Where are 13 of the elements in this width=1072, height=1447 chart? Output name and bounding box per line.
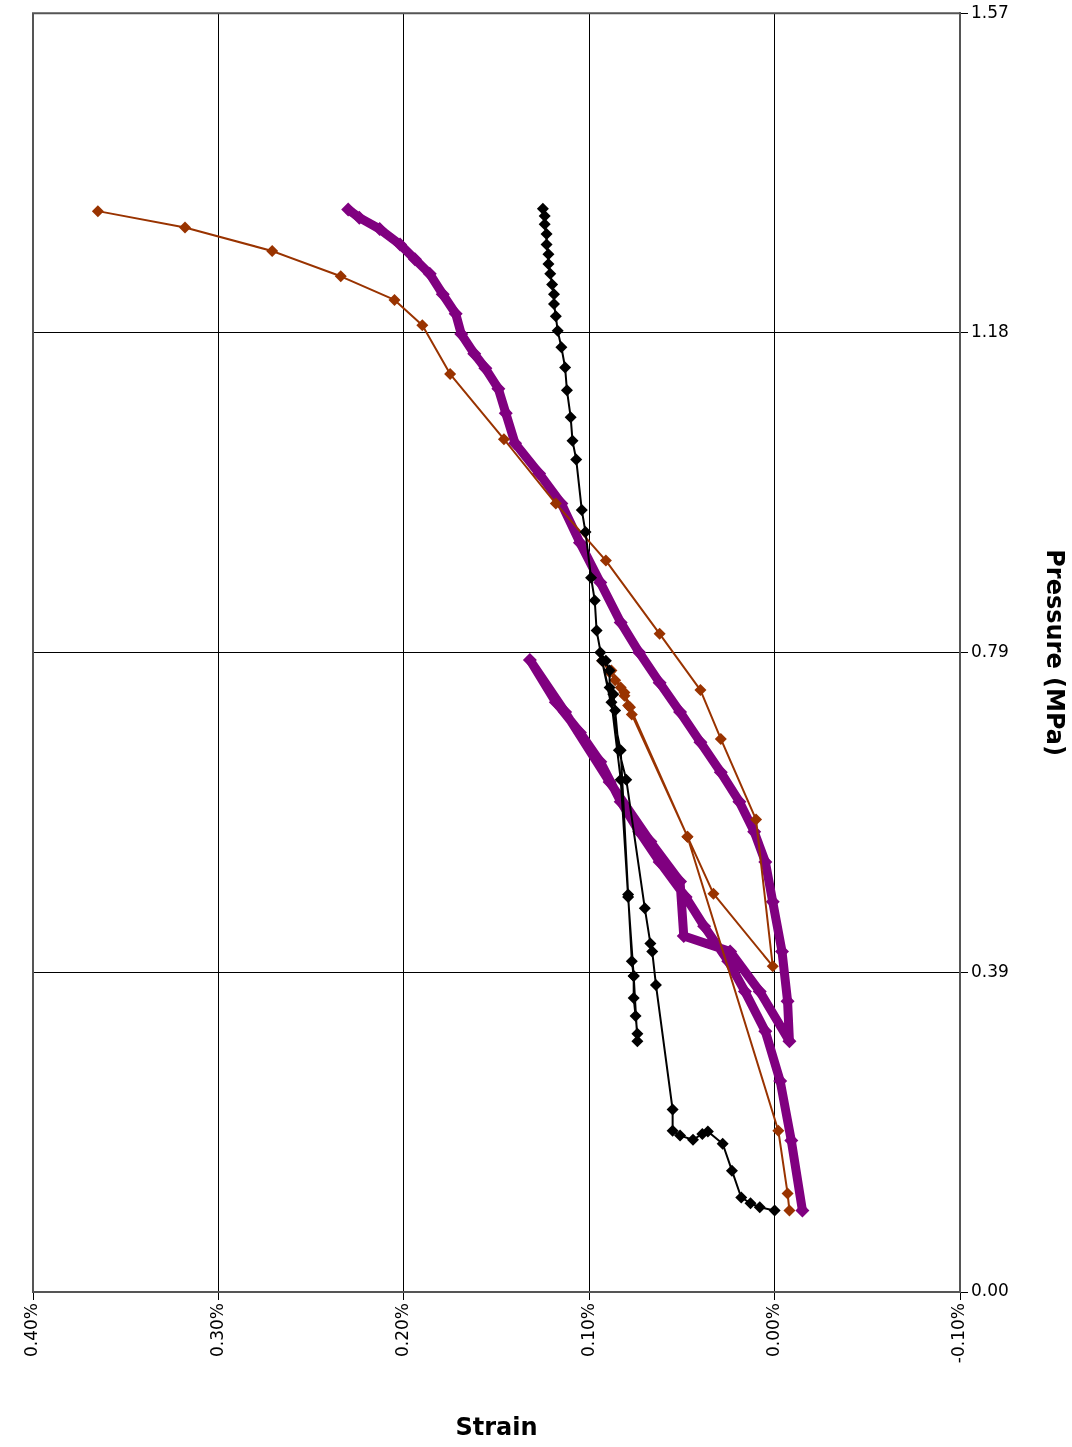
x-tick-label: 0.20% <box>392 1303 413 1358</box>
x-tick-label: 0.40% <box>21 1303 42 1358</box>
x-tick-label: -0.10% <box>948 1303 969 1364</box>
y-tick-label: 0.39 <box>971 960 1009 981</box>
y-tick-label: 0.79 <box>971 641 1009 662</box>
x-tick-label: 0.30% <box>206 1303 227 1358</box>
y-tick-label: 1.57 <box>971 1 1009 22</box>
y-axis-title: Pressure (MPa) <box>1041 549 1070 756</box>
x-tick-label: 0.00% <box>763 1303 784 1358</box>
x-tick-label: 0.10% <box>577 1303 598 1358</box>
x-axis-title: Strain <box>455 1412 538 1441</box>
y-tick-label: 0.00 <box>971 1280 1009 1301</box>
y-tick-label: 1.18 <box>971 321 1009 342</box>
